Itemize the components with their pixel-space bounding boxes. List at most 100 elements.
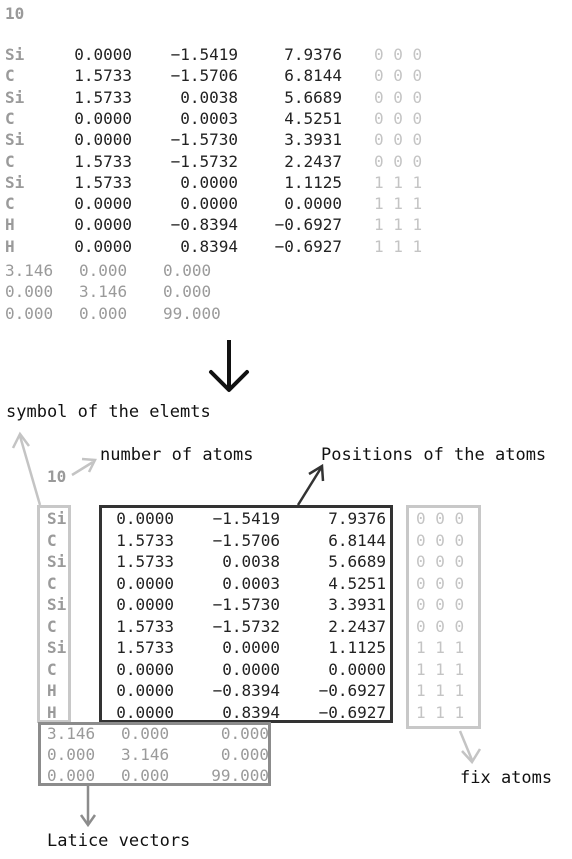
lattice-a: 0.000 (47, 766, 96, 785)
position-z: −0.6927 (318, 702, 386, 722)
raw-y: −1.5732 (170, 151, 238, 171)
raw-x: 0.0000 (74, 108, 132, 128)
positions-arrowhead-icon (308, 463, 325, 482)
symbol-cell: C (47, 530, 57, 550)
fix-flags: 0 0 0 (416, 530, 465, 550)
symbol-cell: Si (47, 638, 67, 657)
position-x: 0.0000 (116, 681, 174, 700)
raw-y: 0.0000 (180, 194, 238, 214)
fix-flags: 1 1 1 (416, 681, 465, 700)
position-y: 0.0038 (222, 552, 280, 571)
position-x: 1.5733 (116, 616, 174, 636)
raw-y: 0.0038 (180, 87, 238, 107)
raw-lattice-a: 0.000 (5, 303, 54, 323)
raw-fix: 0 0 0 (374, 66, 423, 86)
raw-y: 0.0003 (180, 108, 238, 128)
raw-y: −0.8394 (170, 215, 238, 235)
raw-lattice-b: 0.000 (79, 261, 128, 280)
position-y: 0.8394 (222, 702, 280, 722)
natoms-arrow-icon (71, 460, 94, 477)
position-y: −1.5730 (212, 595, 280, 614)
fix-flags: 1 1 1 (416, 659, 465, 679)
position-y: −1.5706 (212, 530, 280, 550)
position-x: 0.0000 (116, 595, 174, 614)
lattice-c: 0.000 (220, 724, 269, 743)
fix-flags: 0 0 0 (416, 552, 465, 571)
position-z: 6.8144 (328, 530, 386, 550)
symbol-cell: Si (47, 552, 67, 571)
position-x: 0.0000 (116, 573, 174, 593)
lattice-a: 3.146 (47, 724, 96, 743)
position-z: 1.1125 (328, 638, 386, 657)
position-y: 0.0000 (222, 638, 280, 657)
raw-z: 5.6689 (284, 87, 342, 107)
lattice-b: 0.000 (121, 766, 170, 785)
raw-symbol: C (5, 151, 15, 171)
position-z: −0.6927 (318, 681, 386, 700)
label-positions: Positions of the atoms (321, 445, 547, 465)
raw-lattice-c: 0.000 (163, 282, 212, 302)
raw-fix: 0 0 0 (374, 45, 423, 64)
raw-symbol: C (5, 194, 15, 214)
label-lattice: Latice vectors (47, 831, 191, 851)
fix-flags: 1 1 1 (416, 638, 465, 657)
raw-z: 0.0000 (284, 194, 342, 214)
raw-z: 1.1125 (284, 172, 342, 192)
position-y: −1.5419 (212, 509, 280, 528)
raw-symbol: Si (5, 130, 25, 150)
raw-x: 0.0000 (74, 236, 132, 256)
position-x: 0.0000 (116, 509, 174, 528)
raw-fix: 0 0 0 (374, 108, 423, 128)
position-y: −0.8394 (212, 681, 280, 700)
raw-symbol: H (5, 215, 15, 235)
raw-x: 1.5733 (74, 172, 132, 192)
fix-flags: 0 0 0 (416, 573, 465, 593)
raw-y: 0.0000 (180, 172, 238, 192)
raw-lattice-c: 0.000 (163, 261, 212, 280)
positions-box (99, 505, 393, 723)
symbol-cell: C (47, 616, 57, 636)
raw-symbol: C (5, 66, 15, 86)
position-z: 7.9376 (328, 509, 386, 528)
raw-z: 3.3931 (284, 130, 342, 150)
fix-box (406, 505, 481, 729)
raw-x: 0.0000 (74, 215, 132, 235)
raw-lattice-c: 99.000 (163, 303, 221, 323)
raw-z: −0.6927 (274, 215, 342, 235)
fix-arrow-icon (458, 730, 474, 761)
position-z: 3.3931 (328, 595, 386, 614)
label-symbol: symbol of the elemts (6, 402, 211, 422)
fix-flags: 0 0 0 (416, 595, 465, 614)
symbol-cell: Si (47, 509, 67, 528)
lattice-arrowhead-icon (79, 814, 97, 828)
position-z: 5.6689 (328, 552, 386, 571)
raw-x: 1.5733 (74, 151, 132, 171)
position-y: −1.5732 (212, 616, 280, 636)
raw-z: −0.6927 (274, 236, 342, 256)
lattice-a: 0.000 (47, 745, 96, 764)
symbol-cell: Si (47, 595, 67, 614)
raw-x: 0.0000 (74, 45, 132, 64)
raw-z: 6.8144 (284, 66, 342, 86)
position-z: 0.0000 (328, 659, 386, 679)
raw-y: −1.5706 (170, 66, 238, 86)
raw-lattice-a: 3.146 (5, 261, 54, 280)
raw-y: −1.5730 (170, 130, 238, 150)
fix-arrowhead-icon (461, 748, 482, 765)
raw-fix: 0 0 0 (374, 87, 423, 107)
symbol-cell: C (47, 659, 57, 679)
raw-z: 4.5251 (284, 108, 342, 128)
fix-flags: 0 0 0 (416, 509, 465, 528)
symbol-box (37, 505, 71, 723)
raw-symbol: H (5, 236, 15, 256)
diagram-atom-count: 10 (47, 467, 67, 486)
raw-z: 7.9376 (284, 45, 342, 64)
natoms-arrowhead-icon (81, 457, 97, 473)
position-y: 0.0000 (222, 659, 280, 679)
raw-lattice-b: 3.146 (79, 282, 128, 302)
raw-atom-count: 10 (5, 4, 25, 23)
position-x: 0.0000 (116, 659, 174, 679)
raw-fix: 0 0 0 (374, 130, 423, 150)
